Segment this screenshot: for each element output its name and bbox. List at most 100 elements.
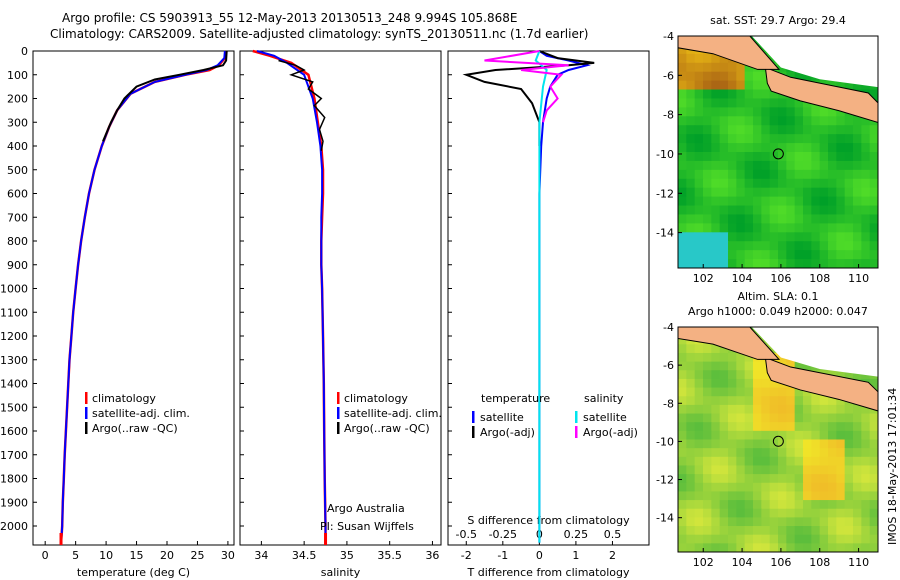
lon-tick-label: 102 — [693, 556, 714, 569]
map-cell — [828, 534, 837, 544]
map-cell — [828, 250, 837, 260]
lon-tick-label: 106 — [770, 556, 791, 569]
map-cell — [853, 508, 862, 518]
map-cell — [694, 53, 704, 64]
map-cell — [836, 196, 846, 207]
map-cell — [819, 160, 829, 171]
map-cell — [761, 178, 771, 189]
map-cell — [753, 259, 762, 269]
map-cell — [861, 508, 871, 518]
map-cell — [719, 543, 729, 553]
map-cell — [778, 474, 787, 484]
map-cell — [786, 152, 796, 162]
map-cell — [719, 474, 729, 484]
map-cell — [794, 241, 804, 251]
lat-tick-label: -10 — [656, 435, 674, 448]
map-cell — [819, 456, 829, 466]
map-cell — [753, 413, 762, 423]
map-cell — [819, 196, 829, 207]
map-cell — [794, 500, 804, 510]
temperature-legend-entry: satellite-adj. clim. — [92, 407, 190, 420]
map-cell — [678, 335, 687, 345]
satellite-temperature-line — [60, 50, 226, 543]
lon-tick-label: 108 — [809, 556, 830, 569]
map-cell — [719, 205, 729, 215]
map-cell — [869, 500, 879, 510]
map-cell — [869, 448, 879, 458]
map-cell — [778, 232, 787, 242]
map-cell — [828, 474, 837, 484]
map-cell — [786, 508, 796, 518]
map-cell — [803, 196, 812, 207]
legend-group-temperature: temperature — [481, 392, 550, 405]
map-cell — [794, 491, 804, 501]
map-cell — [736, 361, 746, 371]
sla-map-frame — [677, 326, 879, 553]
map-cell — [786, 500, 796, 510]
map-cell — [786, 250, 796, 260]
map-cell — [719, 422, 729, 432]
map-cell — [786, 413, 796, 423]
difference-x-tick-label: -2 — [461, 549, 472, 562]
map-cell — [703, 160, 712, 171]
map-cell — [736, 387, 746, 397]
map-cell — [853, 152, 862, 162]
map-cell — [711, 71, 721, 82]
map-cell — [836, 517, 846, 527]
map-cell — [736, 404, 746, 415]
map-cell — [753, 456, 762, 466]
map-cell — [736, 430, 746, 440]
map-cell — [794, 448, 804, 458]
map-cell — [778, 196, 787, 207]
map-cell — [794, 361, 804, 371]
map-cell — [694, 344, 704, 354]
difference-plot-frame — [447, 50, 650, 546]
float-pi-text: PI: Susan Wijffels — [320, 520, 414, 533]
map-cell — [678, 439, 687, 449]
map-cell — [761, 508, 771, 518]
map-cell — [861, 500, 871, 510]
lon-tick-label: 106 — [770, 272, 791, 285]
map-cell — [719, 160, 729, 171]
map-cell — [736, 465, 746, 475]
map-cell — [869, 125, 879, 135]
map-cell — [853, 250, 862, 260]
map-cell — [803, 160, 812, 171]
depth-tick-label: 200 — [7, 93, 28, 106]
map-cell — [811, 517, 821, 527]
map-cell — [769, 143, 779, 153]
map-cell — [711, 187, 721, 198]
map-cell — [753, 378, 762, 389]
temperature-x-tick-label: 20 — [160, 549, 174, 562]
map-cell — [694, 456, 704, 466]
salinity-diff-tick-label: 0.25 — [564, 528, 589, 541]
map-cell — [853, 422, 862, 432]
map-cell — [761, 430, 771, 440]
map-cell — [728, 370, 737, 380]
map-cell — [678, 107, 687, 117]
map-cell — [678, 526, 687, 536]
map-cell — [711, 344, 721, 354]
depth-tick-label: 0 — [21, 45, 28, 58]
map-cell — [678, 430, 687, 440]
map-cell — [794, 125, 804, 135]
map-cell — [694, 352, 704, 363]
map-cell — [786, 259, 796, 269]
map-cell — [853, 143, 862, 153]
map-cell — [711, 169, 721, 180]
map-cell — [778, 526, 787, 536]
map-cell — [769, 223, 779, 233]
land-masked-area — [678, 36, 878, 88]
lon-tick-label: 108 — [809, 272, 830, 285]
map-cell — [703, 53, 712, 64]
map-cell — [753, 508, 762, 518]
map-cell — [844, 250, 854, 260]
map-cell — [719, 232, 729, 242]
map-cell — [786, 396, 796, 406]
map-cell — [844, 526, 854, 536]
map-cell — [678, 413, 687, 423]
map-cell — [853, 439, 862, 449]
map-cell — [869, 241, 879, 251]
map-cell — [761, 517, 771, 527]
map-cell — [844, 500, 854, 510]
